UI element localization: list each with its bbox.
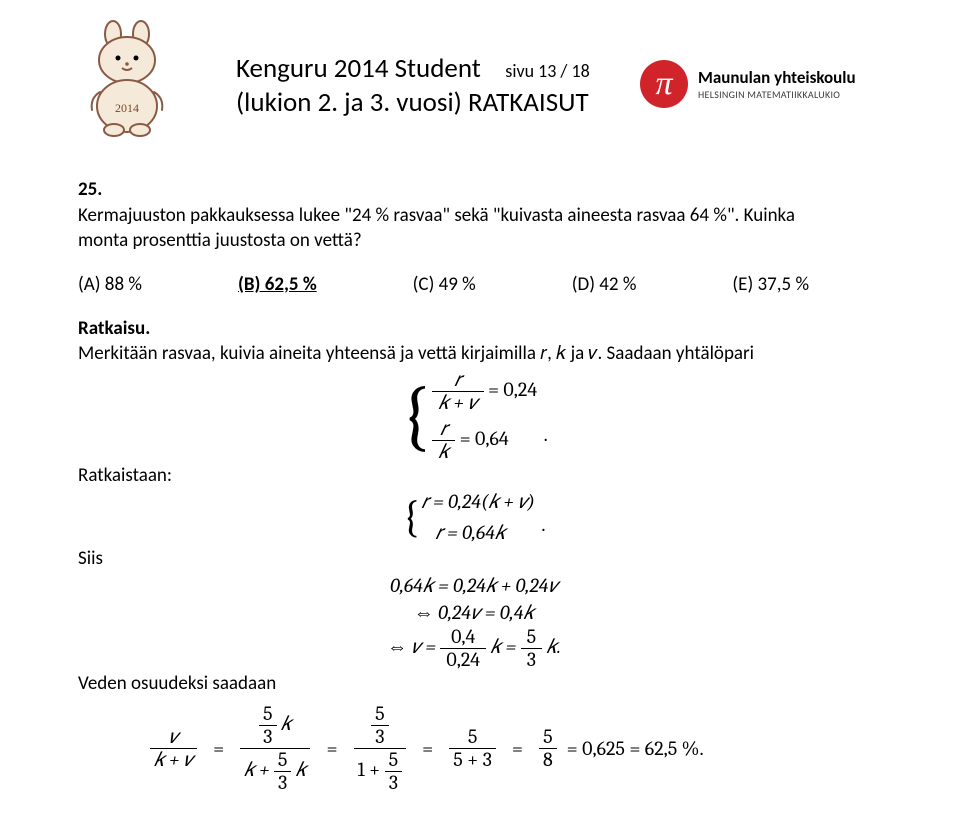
bunny-icon: 2014 xyxy=(78,20,188,138)
ratkaistaan-label: Ratkaistaan: xyxy=(78,463,870,489)
title-line-1: Kenguru 2014 Student sivu 13 / 18 xyxy=(236,52,640,86)
brace-icon: { xyxy=(400,377,432,455)
option-b: (B) 62,5 % xyxy=(238,272,317,298)
logo-line1: Maunulan yhteiskoulu xyxy=(698,67,856,88)
final-equation: 𝑣 𝑘 + 𝑣 = 53 𝑘 𝑘 + 53 𝑘 = 53 xyxy=(78,697,870,794)
bunny-mascot: 2014 xyxy=(78,20,188,143)
option-d: (D) 42 % xyxy=(572,272,637,298)
question-number: 25. xyxy=(78,177,870,203)
bunny-year-text: 2014 xyxy=(115,101,139,115)
brace-icon: { xyxy=(403,495,422,539)
solution-head: Ratkaisu. xyxy=(78,316,870,342)
chain-2: ⇔ 0,24𝑣 = 0,4𝑘 xyxy=(78,599,870,626)
body-area: 25. Kermajuuston pakkauksessa lukee "24 … xyxy=(78,143,870,794)
system-1: { 𝑟 𝑘 + 𝑣 = 0,24 𝑟 𝑘 xyxy=(78,367,870,463)
title-line-2: (lukion 2. ja 3. vuosi) RATKAISUT xyxy=(236,86,640,120)
system-2: { 𝑟 = 0,24(𝑘 + 𝑣) 𝑟 = 0,64𝑘 . xyxy=(78,488,870,546)
option-e: (E) 37,5 % xyxy=(732,272,809,298)
question-line2: monta prosenttia juustosta on vettä? xyxy=(78,228,870,254)
chain-3: ⇔ 𝑣 = 0,4 0,24 𝑘 = 5 3 𝑘. xyxy=(78,626,870,671)
logo-line2: HELSINGIN MATEMATIIKKALUKIO xyxy=(698,88,856,101)
solution-line1: Merkitään rasvaa, kuivia aineita yhteens… xyxy=(78,341,870,367)
sys1-eq2: 𝑟 𝑘 = 0,64 xyxy=(432,418,508,463)
question-block: 25. Kermajuuston pakkauksessa lukee "24 … xyxy=(78,177,870,254)
sys1-eq1: 𝑟 𝑘 + 𝑣 = 0,24 xyxy=(432,369,537,414)
option-a: (A) 88 % xyxy=(78,272,142,298)
option-c: (C) 49 % xyxy=(413,272,476,298)
header-row: 2014 Kenguru 2014 Student sivu 13 / 18 (… xyxy=(78,16,870,143)
page-root: 2014 Kenguru 2014 Student sivu 13 / 18 (… xyxy=(0,0,960,832)
title-page: sivu 13 / 18 xyxy=(505,60,589,82)
school-logo: π Maunulan yhteiskoulu HELSINGIN MATEMAT… xyxy=(640,16,870,108)
siis-label: Siis xyxy=(78,546,870,572)
chain-1: 0,64𝑘 = 0,24𝑘 + 0,24𝑣 xyxy=(78,572,870,599)
logo-text: Maunulan yhteiskoulu HELSINGIN MATEMATII… xyxy=(688,67,856,101)
options-row: (A) 88 % (B) 62,5 % (C) 49 % (D) 42 % (E… xyxy=(78,254,870,316)
title-main: Kenguru 2014 Student xyxy=(236,52,481,85)
water-head: Veden osuudeksi saadaan xyxy=(78,671,870,697)
question-line1: Kermajuuston pakkauksessa lukee "24 % ra… xyxy=(78,203,870,229)
pi-icon: π xyxy=(640,60,688,108)
title-column: Kenguru 2014 Student sivu 13 / 18 (lukio… xyxy=(188,16,640,120)
